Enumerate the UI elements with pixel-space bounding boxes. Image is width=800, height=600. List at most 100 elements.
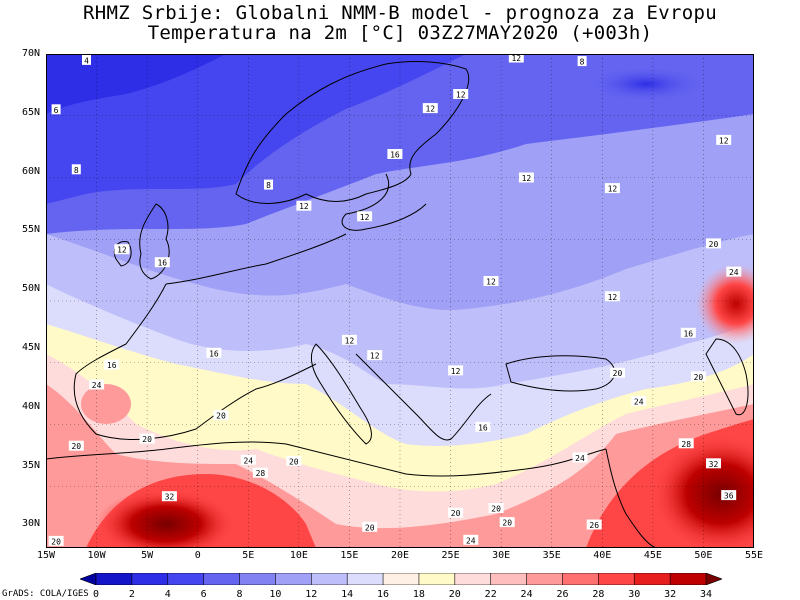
contour-label-bg	[206, 347, 222, 358]
temp-band-4-6	[46, 54, 466, 204]
colorbar-swatch	[669, 573, 707, 585]
contour-label: 16	[683, 329, 693, 338]
contour-label-bg	[48, 535, 64, 546]
colorbar-swatch	[310, 573, 348, 585]
contour-label: 24	[466, 536, 476, 545]
colorbar-swatch	[705, 573, 722, 585]
contour-label: 12	[608, 185, 618, 194]
colorbar	[80, 573, 722, 585]
contour-label-bg	[286, 456, 302, 466]
contour-label-bg	[721, 490, 737, 501]
contour-label-bg	[387, 149, 403, 159]
colorbar-swatch	[95, 573, 133, 585]
contour-label: 20	[365, 523, 375, 532]
coast-scandinavia	[235, 61, 470, 204]
contour-label-bg	[89, 379, 105, 390]
contour-label: 12	[522, 174, 532, 183]
contour-label-bg	[706, 458, 721, 469]
colorbar-tick-label: 2	[128, 589, 135, 600]
contour-label: 12	[345, 336, 355, 345]
contour-label-bg	[357, 211, 373, 222]
contour-label: 12	[360, 213, 370, 222]
colorbar-swatch	[80, 573, 97, 585]
lat-tick-label: 65N	[21, 106, 40, 118]
contour-label-bg	[716, 134, 732, 145]
contour-label-bg	[706, 238, 721, 249]
contour-label-bg	[448, 365, 464, 376]
temp-hot-sahara	[96, 489, 236, 548]
coast-baltic	[341, 173, 427, 231]
lon-tick-label: 45E	[643, 550, 662, 561]
temp-warm-caspian	[696, 264, 754, 344]
colorbar-swatch	[167, 573, 205, 585]
colorbar-swatch	[382, 573, 420, 585]
contour-label: 20	[142, 435, 152, 444]
colorbar-tick-label: 14	[341, 589, 354, 600]
contour-label-bg	[518, 172, 534, 183]
coast-levant	[605, 448, 657, 548]
colorbar-swatch	[598, 573, 636, 585]
contour-label: 20	[51, 537, 61, 546]
contour-label: 20	[709, 240, 719, 249]
temp-hot-arabia	[651, 434, 754, 548]
contour-label-bg	[68, 440, 84, 451]
contour-label-bg	[240, 454, 256, 465]
contour-label: 12	[456, 91, 466, 100]
contour-label-bg	[604, 183, 620, 194]
lat-tick-label: 35N	[21, 459, 40, 471]
map-title: RHMZ Srbije: Globalni NMM-B model - prog…	[83, 2, 717, 24]
colorbar-tick-label: 10	[269, 589, 282, 600]
colorbar-swatch	[275, 573, 313, 585]
contour-label: 16	[107, 361, 117, 370]
colorbar-swatch	[633, 573, 671, 585]
contour-label: 20	[613, 369, 623, 378]
colorbar-tick-label: 8	[236, 589, 243, 600]
contour-label-bg	[577, 56, 587, 67]
contour-label-bg	[678, 438, 694, 449]
lat-tick-label: 55N	[21, 224, 40, 236]
lon-tick-label: 35E	[542, 550, 561, 561]
lon-tick-label: 30E	[492, 550, 511, 561]
contour-label: 20	[491, 505, 501, 514]
contour-label-bg	[475, 421, 491, 432]
colorbar-tick-label: 0	[92, 589, 100, 600]
colorbar-tick-label: 4	[164, 589, 171, 600]
colorbar-swatch	[346, 573, 384, 585]
colorbar-tick-label: 26	[556, 589, 569, 600]
contour-label: 24	[575, 454, 585, 463]
contour-label: 8	[580, 58, 585, 67]
coast-continent	[73, 233, 347, 440]
lon-tick-label: 5E	[242, 550, 255, 561]
contour-label-bg	[680, 327, 696, 338]
contour-label-bg	[499, 517, 515, 528]
contour-label-bg	[690, 371, 706, 382]
contour-label: 12	[425, 105, 435, 114]
contour-label: 16	[157, 259, 167, 268]
temp-warm-iberia	[81, 384, 131, 424]
contour-label-bg	[341, 334, 357, 345]
contour-label-bg	[422, 103, 438, 114]
lon-tick-label: 55E	[744, 550, 764, 561]
contour-label: 36	[724, 492, 734, 501]
contour-labels: 4688121212166161612812121612121212121212…	[48, 54, 742, 546]
temp-cold-east	[586, 66, 706, 102]
contour-label-bg	[154, 257, 170, 268]
contour-label: 4	[84, 56, 89, 65]
contour-label: 12	[451, 367, 461, 376]
lon-tick-label: 40E	[593, 550, 612, 561]
colorbar-tick-label: 30	[628, 589, 641, 600]
lon-tick-label: 20E	[390, 550, 410, 561]
colorbar-swatch	[526, 573, 564, 585]
contour-label-bg	[610, 367, 625, 378]
colorbar-swatch	[239, 573, 277, 585]
lat-tick-label: 45N	[21, 342, 40, 354]
contour-label-bg	[252, 467, 268, 478]
contour-label-bg	[264, 179, 273, 190]
contour-label: 20	[502, 519, 512, 528]
colorbar-tick-label: 6	[200, 589, 207, 600]
contour-label: 24	[729, 268, 739, 277]
lon-tick-label: 50E	[694, 550, 713, 561]
contour-label: 12	[511, 54, 521, 63]
colorbar-tick-label: 20	[448, 589, 461, 600]
contour-label-bg	[161, 491, 177, 502]
